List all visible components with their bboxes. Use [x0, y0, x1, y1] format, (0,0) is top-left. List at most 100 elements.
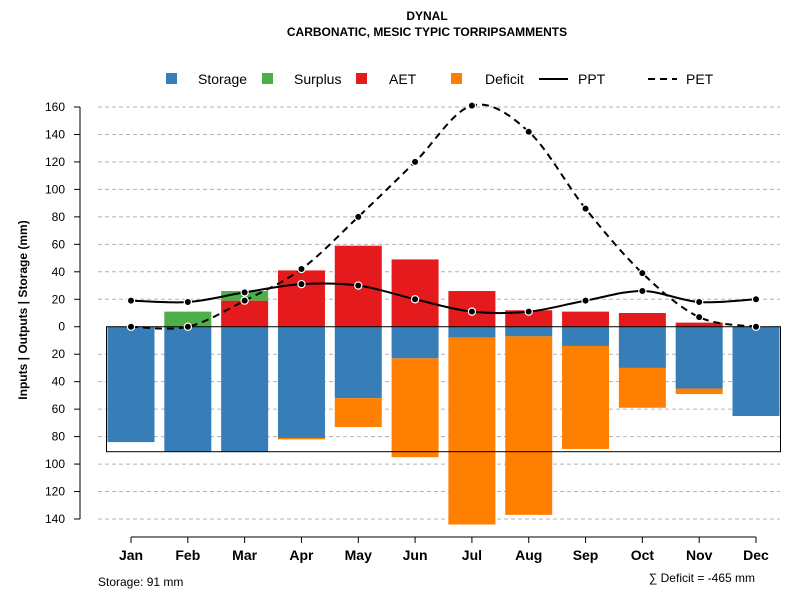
y-tick-label: 60 — [52, 402, 66, 416]
legend-item-deficit: Deficit — [451, 71, 524, 87]
x-tick-label-sep: Sep — [573, 547, 599, 563]
x-axis: Jan Feb Mar Apr May Jun Jul Aug Sep Oct Nov Dec — [119, 536, 769, 563]
x-tick-label-may: May — [345, 547, 372, 563]
point-ppt-mar — [240, 288, 249, 297]
x-tick-label-jan: Jan — [119, 547, 143, 563]
point-ppt-jun — [410, 295, 420, 304]
point-ppt-feb — [183, 297, 193, 307]
line-pet — [130, 103, 757, 330]
bar-deficit-jun — [391, 358, 439, 458]
legend-label: PET — [686, 71, 714, 87]
storage-capacity-outline — [106, 326, 781, 453]
bar-aet-sep — [562, 311, 610, 327]
storage-footnote: Storage: 91 mm — [98, 575, 183, 589]
y-tick-label: 160 — [45, 100, 65, 114]
legend-item-storage: Storage — [166, 71, 247, 87]
deficit-footnote: ∑ Deficit = -465 mm — [649, 571, 755, 585]
point-ppt-nov — [694, 297, 704, 307]
y-tick-label: 20 — [52, 347, 66, 361]
legend-item-surplus: Surplus — [262, 71, 341, 87]
legend-swatch — [262, 73, 273, 84]
point-pet-oct — [638, 268, 647, 278]
bar-deficit-sep — [562, 345, 610, 449]
point-ppt-oct — [638, 286, 647, 296]
grid-lines — [98, 106, 780, 520]
point-ppt-dec — [751, 295, 761, 304]
y-tick-label: 0 — [58, 320, 65, 334]
x-tick-label-jun: Jun — [403, 547, 428, 563]
legend-swatch — [166, 73, 177, 84]
point-pet-apr — [297, 264, 306, 274]
bar-storage-jun — [391, 326, 439, 359]
legend-label: PPT — [578, 71, 606, 87]
legend-swatch — [451, 73, 462, 84]
bar-storage-apr — [277, 326, 325, 438]
y-axis-label: Inputs | Outputs | Storage (mm) — [16, 220, 30, 399]
point-pet-nov — [694, 312, 704, 322]
bar-surplus-feb — [164, 311, 212, 327]
legend-label: AET — [389, 71, 417, 87]
point-ppt-jan — [126, 296, 136, 305]
bar-storage-dec — [732, 326, 780, 416]
bar-storage-jul — [448, 326, 496, 338]
bar-aet-mar — [221, 300, 269, 327]
y-tick-label: 40 — [52, 375, 66, 389]
bars — [107, 245, 780, 525]
x-tick-label-aug: Aug — [515, 547, 542, 563]
bar-deficit-jul — [448, 337, 496, 525]
point-ppt-apr — [297, 279, 306, 289]
point-ppt-sep — [581, 296, 590, 305]
x-tick-label-jul: Jul — [462, 547, 482, 563]
y-tick-label: 120 — [45, 485, 65, 499]
bar-storage-may — [334, 326, 382, 399]
bar-storage-jan — [107, 326, 155, 443]
point-pet-jun — [410, 157, 420, 167]
storage-capacity-box — [106, 326, 781, 453]
x-tick-label-dec: Dec — [743, 547, 769, 563]
point-ppt-jul — [467, 307, 477, 316]
y-tick-label: 120 — [45, 155, 65, 169]
legend-label: Surplus — [294, 71, 341, 87]
chart-title: DYNAL — [406, 9, 447, 23]
y-tick-label: 20 — [52, 292, 66, 306]
bar-storage-nov — [675, 326, 723, 389]
point-pet-jul — [467, 101, 477, 110]
y-tick-label: 140 — [45, 512, 65, 526]
point-pet-jan — [126, 322, 136, 331]
bar-deficit-may — [334, 398, 382, 427]
bar-storage-aug — [505, 326, 553, 337]
bar-storage-mar — [221, 326, 269, 452]
point-ppt-aug — [524, 307, 533, 316]
legend: Storage Surplus AET Deficit PPT PET — [166, 71, 714, 87]
bar-deficit-aug — [505, 336, 553, 515]
bar-storage-oct — [618, 326, 666, 368]
x-tick-label-mar: Mar — [232, 547, 257, 563]
x-tick-label-feb: Feb — [175, 547, 200, 563]
legend-item-aet: AET — [356, 71, 417, 87]
bar-aet-apr — [277, 270, 325, 327]
bar-deficit-oct — [618, 367, 666, 408]
bar-deficit-apr — [277, 437, 325, 440]
bar-aet-jun — [391, 259, 439, 327]
bar-aet-oct — [618, 313, 666, 327]
bar-aet-nov — [675, 322, 723, 327]
legend-label: Deficit — [485, 71, 524, 87]
lines — [126, 101, 761, 331]
x-tick-label-oct: Oct — [631, 547, 655, 563]
x-tick-label-nov: Nov — [686, 547, 713, 563]
line-ppt — [130, 282, 757, 315]
point-ppt-may — [354, 281, 363, 290]
point-pet-mar — [240, 296, 249, 305]
legend-item-pet: PET — [648, 71, 714, 87]
y-tick-label: 40 — [52, 265, 66, 279]
point-pet-aug — [524, 127, 533, 136]
y-tick-label: 80 — [52, 210, 66, 224]
y-tick-label: 80 — [52, 430, 66, 444]
point-pet-may — [354, 212, 363, 222]
bar-storage-feb — [164, 326, 212, 452]
y-axis: 160 140 120 100 80 60 40 20 0 20 40 60 80 100 120 140 — [45, 100, 81, 526]
bar-storage-sep — [562, 326, 610, 346]
chart-subtitle: CARBONATIC, MESIC TYPIC TORRIPSAMMENTS — [287, 25, 567, 39]
legend-item-ppt: PPT — [539, 71, 606, 87]
